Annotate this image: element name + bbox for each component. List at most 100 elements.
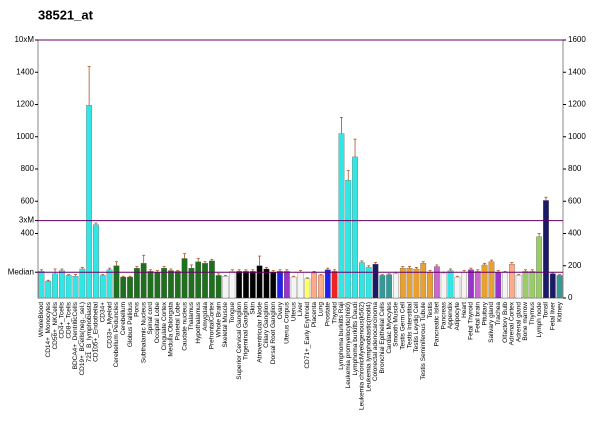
x-tick-label: Adipocyte: [454, 302, 461, 331]
bar: [270, 272, 277, 299]
bar: [372, 263, 379, 299]
x-tick-label: Cingulate Cortex: [161, 301, 168, 350]
bar: [147, 271, 154, 299]
x-tick-label: Thymus: [529, 301, 536, 325]
x-tick-label: Appendix: [447, 301, 454, 329]
x-tick-label: CD4+_Tcells: [59, 301, 66, 338]
bar: [427, 272, 433, 299]
x-tick-label: Caudate nucleus: [181, 301, 188, 351]
x-tick-label: Spinal cord: [147, 302, 154, 335]
x-tick-label: Thalamus: [188, 301, 195, 330]
x-tick-label: Ciliary Ganglion: [263, 302, 270, 348]
x-tick-label: Fetal liver: [549, 301, 556, 330]
x-tick-label: CD33+_Myeloid: [106, 302, 113, 349]
x-tick-label: Subthalamic Nucleus: [140, 301, 147, 363]
bar: [474, 271, 481, 299]
x-tick-label: Colorectal adenocarcinoma: [372, 302, 379, 382]
bar: [154, 272, 161, 299]
bar: [140, 263, 147, 299]
x-tick-label: Trigeminal Ganglion: [243, 302, 250, 360]
x-tick-label: Lung: [318, 302, 325, 317]
bar: [215, 275, 222, 299]
y-tick-label: 400: [21, 229, 35, 238]
x-tick-label: Tonsil: [543, 301, 550, 318]
y-tick-label: 10xM: [14, 35, 34, 44]
bar: [536, 236, 543, 299]
x-tick-label: Medulla Oblongata: [168, 302, 175, 357]
x-tick-label: Adrenal gland: [515, 302, 522, 342]
x-tick-label: Fetal Thyroid: [468, 302, 475, 340]
bar: [65, 275, 72, 299]
x-tick-label: Superior Cervical Ganglion: [236, 302, 243, 380]
x-tick-label: Testis Leydig Cell: [413, 301, 420, 352]
x-tick-label: Adrenal Cortex: [509, 301, 516, 345]
bar: [454, 276, 461, 299]
bar: [495, 272, 502, 299]
bar: [345, 180, 352, 299]
bar: [202, 263, 208, 299]
bar: [304, 278, 311, 299]
bar: [386, 274, 393, 299]
bar: [358, 262, 365, 299]
bar: [379, 275, 386, 299]
bar: [543, 200, 549, 299]
x-tick-label: Skeletal Muscle: [222, 302, 229, 348]
x-tick-label: Testis Germ Cell: [399, 301, 406, 349]
bar: [522, 271, 529, 299]
x-tick-label: CD14+_Monocytes: [45, 301, 52, 357]
x-tick-label: Leukemia lymphoblastic(molt4): [365, 302, 372, 392]
bar: [338, 133, 345, 299]
x-tick-label: Whole Brain: [215, 302, 222, 338]
x-tick-label: Leukemia promyelocytic(hl60): [345, 302, 352, 388]
x-tick-label: Leukemia chronicMyelogenous(k562): [359, 302, 366, 410]
plot-frame: [37, 39, 564, 299]
x-tick-label: Lymphoma burkitts Daudi: [352, 302, 359, 375]
x-tick-label: CD34+: [99, 302, 106, 323]
y2-tick-label: 1000: [568, 132, 586, 141]
bar: [461, 272, 468, 299]
bar: [433, 266, 440, 299]
bar: [45, 280, 52, 299]
y-tick-label: Median: [8, 267, 34, 276]
chart-title: 38521_at: [38, 7, 94, 22]
x-tick-label: Cerebellum: [120, 302, 127, 335]
x-tick-label: Lymphoma burkitts Raji: [338, 302, 345, 370]
x-tick-label: Globus Pallidus: [127, 301, 134, 347]
bar: [331, 271, 338, 299]
x-tick-label: WholeBlood: [38, 302, 45, 337]
bar: [290, 276, 297, 299]
x-tick-label: Dorsal Root Ganglion: [270, 302, 277, 365]
x-tick-label: Lymph node: [536, 302, 543, 338]
x-tick-label: CD105+_Endothelial: [93, 301, 100, 361]
x-tick-label: Cerebellum Peduncles: [113, 301, 120, 367]
x-tick-label: Smooth Muscle: [393, 302, 400, 347]
bar: [120, 276, 127, 299]
x-tick-label: Heart: [461, 302, 468, 318]
bar: [556, 275, 563, 299]
x-tick-label: Pituitary: [481, 301, 488, 325]
x-tick-label: Hypothalamus: [195, 301, 202, 343]
y2-tick-label: 200: [568, 261, 582, 270]
y2-tick-label: 0: [568, 293, 573, 302]
x-tick-label: CD71+_Early Erythroid: [304, 302, 311, 369]
y2-tick-label: 1600: [568, 35, 586, 44]
bar: [127, 276, 133, 299]
bar: [297, 272, 304, 299]
bar: [229, 271, 236, 299]
bar: [324, 269, 331, 299]
bar: [236, 271, 243, 299]
bar: [420, 263, 427, 299]
bar: [529, 271, 536, 299]
bar: [393, 273, 399, 299]
y2-tick-label: 400: [568, 229, 582, 238]
x-tick-label: Pancreatic Islet: [434, 302, 441, 347]
x-tick-label: Testis Seminiferous Tubule: [420, 302, 427, 380]
x-tick-label: Salivary gland: [488, 302, 495, 343]
bar: [93, 224, 99, 299]
y-tick-label: 1200: [16, 100, 34, 109]
bar: [79, 268, 86, 299]
bar: [106, 269, 113, 299]
x-tick-label: Amygdala: [202, 302, 209, 331]
bar: [99, 275, 106, 299]
